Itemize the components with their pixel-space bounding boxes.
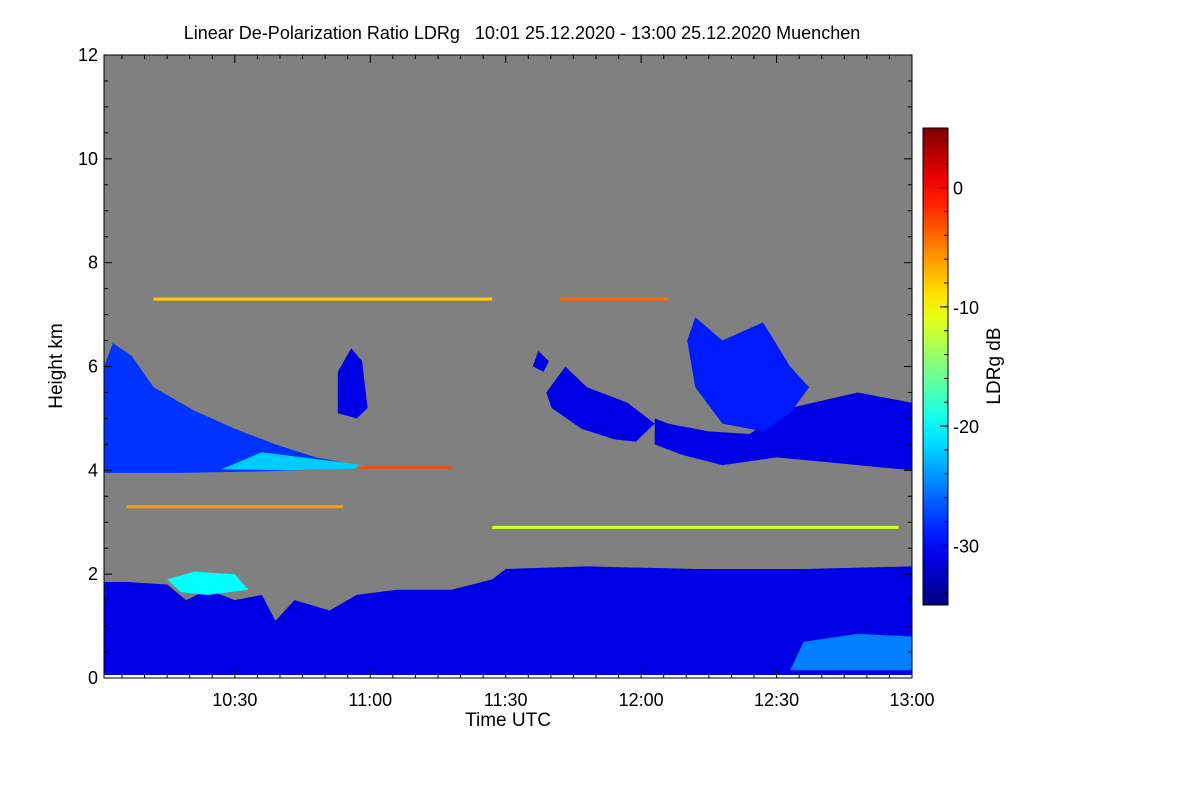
colorbar-tick-label: -20	[953, 417, 979, 437]
region-left-upper-cloud	[104, 343, 371, 473]
region-thin-layer-2.9km	[492, 525, 899, 529]
colorbar-axis: 0 -10 -20 -30	[940, 139, 979, 594]
y-axis-label: Height km	[46, 323, 67, 409]
region-thin-layer-7.3km	[153, 297, 493, 301]
colorbar-tick-label: -30	[953, 536, 979, 556]
x-tick-label: 12:30	[754, 690, 799, 710]
region-left-cloud-base-cyan	[221, 452, 371, 471]
region-right-upper-cloud	[687, 317, 810, 432]
y-tick-label: 12	[78, 45, 98, 65]
chart-title: Linear De-Polarization Ratio LDRg 10:01 …	[184, 23, 860, 43]
y-tick-label: 6	[88, 357, 98, 377]
region-right-cloud-band	[654, 392, 912, 471]
y-tick-label: 0	[88, 668, 98, 688]
region-cloud-1140	[546, 366, 655, 442]
heatmap-regions	[104, 297, 912, 675]
y-tick-label: 2	[88, 564, 98, 584]
region-thin-layer-7.3km-east	[559, 297, 669, 301]
region-boundary-layer-bright-patch	[790, 633, 912, 671]
y-tick-label: 8	[88, 253, 98, 273]
region-thin-layer-3.3km	[126, 505, 344, 509]
colorbar-tick-label: -10	[953, 298, 979, 318]
region-isolated-cloud-1100	[337, 348, 368, 419]
x-tick-label: 10:30	[212, 690, 257, 710]
x-tick-label: 11:30	[484, 690, 528, 710]
x-tick-label: 11:00	[348, 690, 392, 710]
y-axis: 0 2 4 6 8 10 12	[78, 45, 912, 688]
x-tick-label: 13:00	[889, 690, 934, 710]
region-boundary-layer-speckle-band	[167, 571, 249, 595]
region-small-cloud-1133	[532, 350, 549, 372]
colorbar-label: LDRg dB	[984, 327, 1005, 404]
region-boundary-layer	[104, 566, 912, 675]
y-tick-label: 10	[78, 149, 98, 169]
region-thin-layer-4.05km	[356, 466, 452, 469]
colorbar-tick-label: 0	[953, 179, 963, 199]
x-tick-label: 12:00	[619, 690, 664, 710]
x-axis: 10:30 11:00 11:30 12:00 12:30 13:00	[121, 55, 935, 710]
x-axis-label: Time UTC	[465, 710, 551, 731]
y-tick-label: 4	[88, 460, 98, 480]
colorbar	[922, 127, 949, 606]
